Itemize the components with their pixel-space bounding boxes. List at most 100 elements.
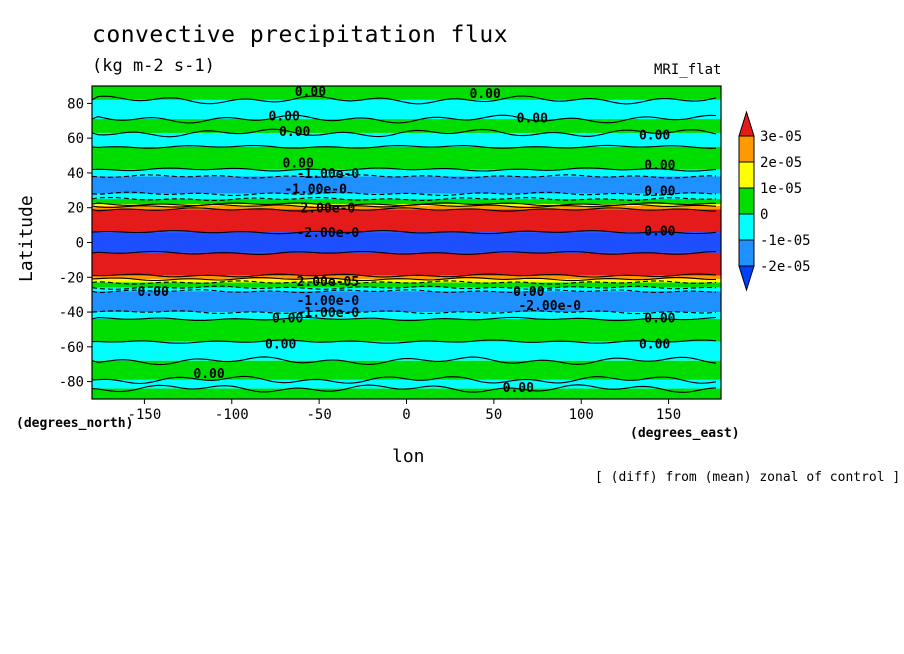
band-8 (92, 199, 721, 205)
colorbar-segment-2 (738, 161, 755, 189)
y-tick-label-3: 20 (67, 201, 84, 217)
y-axis-units: (degrees_north) (16, 416, 134, 431)
band-7 (92, 193, 721, 200)
contour-line-20 (91, 316, 717, 322)
contour-label-4: 0.00 (279, 125, 310, 140)
contour-line-15 (91, 276, 716, 282)
footnote: [ (diff) from (mean) zonal of control ] (595, 470, 901, 485)
colorbar-cap-bottom (738, 265, 755, 292)
contour-line-12 (91, 229, 717, 235)
contour-line-17 (91, 285, 717, 290)
contour-label-3: 0.00 (517, 111, 548, 126)
contour-line-22 (91, 356, 717, 366)
contour-label-19: -1.00e-0 (297, 306, 360, 321)
contour-line-18 (91, 289, 717, 294)
colorbar-label-4: -1e-05 (760, 233, 811, 249)
band-16 (92, 282, 721, 288)
band-1 (92, 99, 721, 120)
contour-line-8 (91, 196, 717, 202)
contour-line-14 (91, 273, 717, 278)
band-23 (92, 379, 721, 389)
colorbar-segment-1 (738, 135, 755, 163)
x-tick-label-2: -50 (306, 407, 331, 423)
contour-line-21 (91, 339, 717, 344)
contour-line-6 (91, 174, 717, 179)
contour-label-16: -1.00e-0 (297, 294, 360, 309)
band-20 (92, 319, 721, 342)
band-18 (92, 291, 721, 313)
contour-label-24: 0.00 (193, 367, 224, 382)
contour-line-24 (91, 384, 717, 393)
contour-line-5 (91, 167, 717, 172)
y-tick-label-6: -40 (59, 305, 84, 321)
contour-label-5: 0.00 (639, 129, 670, 144)
band-0 (92, 86, 721, 100)
band-15 (92, 279, 721, 283)
contour-label-23: 0.00 (639, 337, 670, 352)
contour-line-3 (91, 128, 717, 138)
contour-line-1 (91, 95, 717, 105)
contour-line-11 (91, 207, 717, 212)
band-11 (92, 209, 721, 233)
x-axis-units: (degrees_east) (630, 426, 740, 441)
contour-label-8: -1.00e-0 (297, 167, 360, 182)
band-21 (92, 341, 721, 361)
band-2 (92, 119, 721, 133)
contour-line-16 (91, 280, 717, 285)
y-tick-label-1: 60 (67, 131, 84, 147)
contour-label-18: -2.00e-0 (518, 299, 581, 314)
band-24 (92, 388, 721, 399)
band-14 (92, 275, 721, 280)
contour-label-1: 0.00 (469, 87, 500, 102)
y-tick-label-5: -20 (59, 270, 84, 286)
contour-line-4 (91, 144, 716, 149)
y-tick-label-7: -60 (59, 340, 84, 356)
contour-label-0: 0.00 (295, 85, 326, 100)
contour-line-23 (91, 375, 717, 385)
chart-units: (kg m-2 s-1) (92, 56, 215, 76)
contour-label-25: 0.00 (503, 381, 534, 396)
colorbar-label-3: 0 (760, 207, 768, 223)
colorbar-label-0: 3e-05 (760, 129, 802, 145)
contour-label-7: 0.00 (644, 158, 675, 173)
contour-line-13 (91, 250, 717, 255)
contour-line-7 (91, 191, 717, 196)
contour-label-14: 2.00e-05 (297, 275, 360, 290)
y-tick-label-8: -80 (59, 375, 84, 391)
band-5 (92, 169, 721, 177)
x-tick-label-6: 150 (656, 407, 681, 423)
chart-title: convective precipitation flux (92, 22, 509, 48)
y-tick-label-2: 40 (67, 166, 84, 182)
model-label: MRI_flat (654, 62, 722, 78)
colorbar-label-5: -2e-05 (760, 259, 811, 275)
colorbar-cap-top (738, 110, 755, 137)
band-4 (92, 146, 721, 170)
colorbar-segment-3 (738, 187, 755, 215)
x-tick-label-4: 50 (485, 407, 502, 423)
band-3 (92, 132, 721, 147)
contour-label-17: 0.00 (513, 285, 544, 300)
x-tick-label-3: 0 (402, 407, 410, 423)
band-22 (92, 360, 721, 380)
y-tick-label-0: 80 (67, 96, 84, 112)
contour-line-10 (91, 203, 717, 209)
x-axis-label: lon (392, 446, 425, 467)
x-tick-label-1: -100 (215, 407, 249, 423)
contour-label-21: 0.00 (644, 311, 675, 326)
contour-label-10: 0.00 (644, 184, 675, 199)
x-tick-label-5: 100 (569, 407, 594, 423)
colorbar-label-2: 1e-05 (760, 181, 802, 197)
contour-label-9: -1.00e-0 (284, 183, 347, 198)
colorbar-segment-5 (738, 239, 755, 267)
contour-label-6: 0.00 (283, 157, 314, 172)
colorbar-segment-4 (738, 213, 755, 241)
y-tick-label-4: 0 (76, 236, 84, 252)
contour-label-22: 0.00 (265, 337, 296, 352)
contour-label-12: 0.00 (644, 224, 675, 239)
band-13 (92, 252, 721, 276)
x-tick-label-0: -150 (128, 407, 162, 423)
contour-label-13: -2.00e-0 (297, 226, 360, 241)
contour-line-2 (91, 114, 717, 124)
band-19 (92, 312, 721, 320)
